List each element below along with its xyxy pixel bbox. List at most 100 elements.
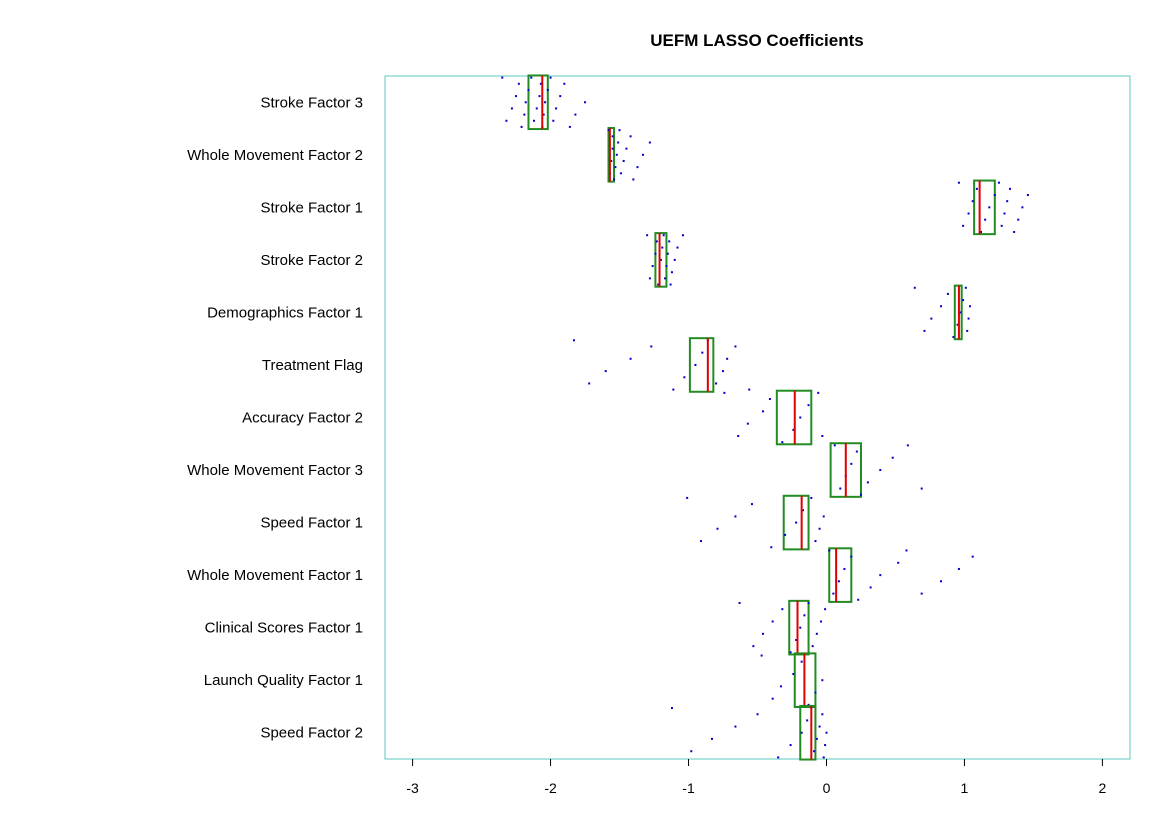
data-point <box>622 159 625 162</box>
data-point <box>542 113 545 116</box>
category-label: Demographics Factor 1 <box>207 304 363 321</box>
data-point <box>737 434 740 437</box>
data-point <box>726 357 729 360</box>
data-point <box>962 299 965 302</box>
x-tick-label: -1 <box>682 780 695 796</box>
data-point <box>662 234 665 237</box>
coefficient-row: Clinical Scores Factor 1 <box>205 599 827 656</box>
x-tick-label: 0 <box>823 780 831 796</box>
coefficient-rows: Stroke Factor 3 Whole Movement Factor 2 St… <box>187 74 1029 761</box>
data-point <box>748 388 751 391</box>
data-point <box>956 323 959 326</box>
box <box>799 704 817 761</box>
data-point <box>1008 187 1011 190</box>
data-point <box>604 370 607 373</box>
data-point <box>959 311 962 314</box>
data-point <box>967 317 970 320</box>
data-point <box>825 731 828 734</box>
data-point <box>629 135 632 138</box>
data-point <box>625 147 628 150</box>
data-point <box>533 119 535 122</box>
data-point <box>777 756 780 759</box>
data-point <box>964 286 967 289</box>
data-point <box>939 305 942 308</box>
data-point <box>734 725 737 728</box>
data-point <box>807 404 810 407</box>
data-point <box>818 725 821 728</box>
data-point <box>913 286 916 289</box>
data-point <box>800 731 803 734</box>
coefficient-row: Whole Movement Factor 1 <box>187 547 974 603</box>
data-point <box>967 212 970 215</box>
data-point <box>538 95 541 98</box>
data-point <box>906 444 909 447</box>
data-point <box>824 608 827 611</box>
data-point <box>614 166 617 169</box>
box <box>654 232 668 288</box>
data-point <box>869 586 872 589</box>
data-point <box>563 82 566 85</box>
data-point <box>920 592 923 595</box>
data-point <box>573 339 576 342</box>
data-point <box>807 602 810 605</box>
data-point <box>619 172 622 175</box>
data-point <box>530 76 533 79</box>
data-point <box>920 487 923 490</box>
data-point <box>897 561 900 564</box>
data-point <box>784 533 787 536</box>
data-point <box>822 756 825 759</box>
data-point <box>661 246 664 249</box>
data-point <box>655 240 658 243</box>
data-point <box>750 503 753 506</box>
data-point <box>789 651 792 654</box>
data-point <box>980 230 982 233</box>
data-point <box>810 496 813 499</box>
data-point <box>799 416 802 419</box>
data-point <box>792 673 795 676</box>
data-point <box>879 574 882 577</box>
category-label: Clinical Scores Factor 1 <box>205 620 363 637</box>
data-point <box>957 567 960 570</box>
data-point <box>716 527 719 530</box>
data-point <box>584 101 587 104</box>
data-point <box>1026 194 1029 197</box>
data-point <box>833 444 836 447</box>
data-point <box>819 620 822 623</box>
data-point <box>821 679 824 682</box>
data-point <box>795 638 798 641</box>
data-point <box>866 481 869 484</box>
data-point <box>517 82 520 85</box>
data-point <box>857 598 860 601</box>
data-point <box>515 95 518 98</box>
data-point <box>957 181 960 184</box>
data-point <box>607 129 610 132</box>
data-point <box>891 456 894 459</box>
data-point <box>654 252 657 255</box>
data-point <box>756 713 759 716</box>
data-point <box>673 258 676 261</box>
data-point <box>715 382 718 385</box>
data-point <box>781 441 784 444</box>
data-point <box>670 271 673 274</box>
data-point <box>818 527 821 530</box>
data-point <box>520 125 523 128</box>
x-axis: -3 -2 -1 0 1 2 <box>406 759 1107 796</box>
data-point <box>988 206 991 209</box>
data-point <box>760 654 763 657</box>
data-point <box>710 737 713 740</box>
data-point <box>539 82 542 85</box>
data-point <box>807 703 810 706</box>
data-point <box>641 153 644 156</box>
data-point <box>821 434 824 437</box>
data-point <box>665 265 668 268</box>
data-point <box>676 246 679 249</box>
data-point <box>549 76 552 79</box>
data-point <box>701 351 704 354</box>
data-point <box>779 685 782 688</box>
data-point <box>648 277 651 280</box>
data-point <box>682 234 684 237</box>
data-point <box>814 540 817 543</box>
plot-frame <box>384 75 1131 760</box>
data-point <box>501 76 504 79</box>
data-point <box>1017 218 1020 221</box>
